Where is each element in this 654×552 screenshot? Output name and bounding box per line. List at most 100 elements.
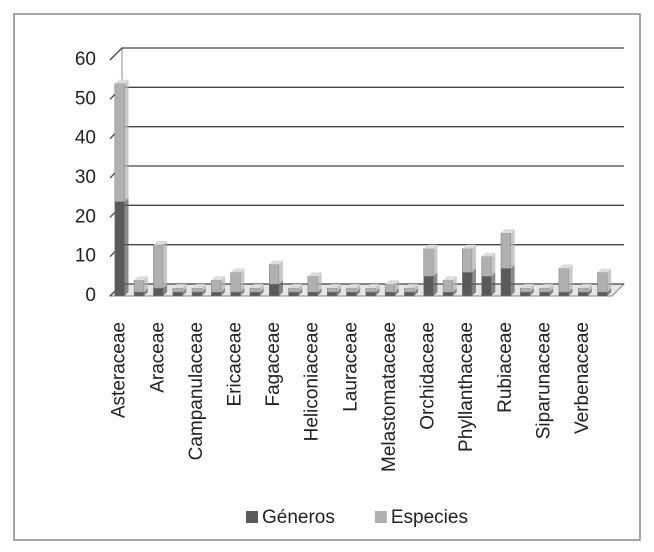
bar-front bbox=[211, 280, 222, 293]
bar-side bbox=[356, 288, 361, 296]
bar-front bbox=[133, 280, 145, 293]
bar-side bbox=[317, 272, 322, 293]
bar-top bbox=[346, 284, 361, 289]
x-tick-label: Heliconiaceae bbox=[302, 322, 323, 441]
bar-front bbox=[307, 291, 318, 297]
bar-front bbox=[442, 291, 453, 297]
grid-line bbox=[109, 47, 624, 61]
legend-label: Especies bbox=[391, 507, 468, 528]
bar-front bbox=[520, 287, 531, 293]
bar-side bbox=[414, 284, 419, 293]
bar-front bbox=[114, 83, 125, 202]
bar-top bbox=[327, 284, 341, 289]
y-tick-label: 10 bbox=[75, 246, 96, 267]
bar-front bbox=[153, 244, 164, 289]
bar bbox=[153, 240, 168, 289]
bar-side bbox=[568, 288, 573, 296]
bar-side bbox=[259, 284, 264, 293]
bar-side bbox=[529, 288, 534, 296]
bar-side bbox=[472, 268, 477, 296]
bar bbox=[462, 244, 477, 273]
bar-side bbox=[549, 284, 554, 293]
bar-top bbox=[385, 280, 399, 285]
y-tick-label: 50 bbox=[75, 88, 96, 109]
grid-line bbox=[109, 204, 624, 218]
bar bbox=[307, 272, 322, 293]
bar-side bbox=[201, 288, 206, 296]
bar-front bbox=[539, 291, 550, 297]
bar-side bbox=[124, 79, 129, 202]
bar-top bbox=[192, 284, 206, 289]
bar-front bbox=[288, 291, 299, 297]
grid-line bbox=[109, 244, 624, 258]
bar bbox=[520, 284, 534, 293]
bar-side bbox=[394, 280, 399, 293]
bar-top bbox=[269, 260, 283, 265]
bar-top bbox=[597, 268, 612, 273]
bar-side bbox=[259, 288, 264, 296]
bar-top bbox=[134, 276, 148, 281]
bar-side bbox=[529, 284, 534, 293]
bar bbox=[269, 260, 283, 285]
bar bbox=[500, 229, 515, 269]
bar bbox=[133, 276, 148, 293]
grid-line bbox=[109, 86, 624, 100]
bar-front bbox=[307, 276, 318, 293]
bar bbox=[346, 284, 361, 293]
bar-side bbox=[298, 288, 303, 296]
bar bbox=[288, 284, 303, 293]
bar-side bbox=[182, 288, 187, 296]
bar-side bbox=[356, 284, 361, 293]
bar-front bbox=[269, 283, 280, 297]
bar-side bbox=[182, 284, 187, 293]
bar-side bbox=[278, 280, 283, 296]
bar-side bbox=[201, 284, 206, 293]
bar-top bbox=[307, 272, 322, 277]
bar-side bbox=[240, 288, 245, 296]
bar-front bbox=[404, 291, 415, 297]
bar-side bbox=[472, 244, 477, 273]
bar-front bbox=[500, 268, 511, 297]
bar-front bbox=[191, 287, 202, 293]
bar-top bbox=[230, 268, 245, 273]
bar-front bbox=[230, 272, 241, 293]
y-tick-label: 0 bbox=[85, 285, 96, 306]
bar-side bbox=[375, 288, 380, 296]
bar-front bbox=[133, 291, 145, 297]
bar-top bbox=[423, 244, 438, 249]
bar-side bbox=[336, 284, 341, 293]
bar-side bbox=[491, 272, 496, 296]
bar-front bbox=[404, 287, 415, 293]
bar-top bbox=[500, 229, 515, 234]
bar-top bbox=[249, 284, 264, 289]
grid-line bbox=[109, 165, 624, 179]
bar-top bbox=[520, 284, 534, 289]
bar-front bbox=[577, 287, 589, 293]
bar-side bbox=[317, 288, 322, 296]
bar-front bbox=[481, 276, 492, 297]
bar-side bbox=[607, 268, 612, 293]
x-tick-label: Lauraceae bbox=[340, 322, 361, 412]
bar bbox=[404, 284, 419, 293]
bar-front bbox=[153, 287, 164, 297]
bar-top bbox=[539, 284, 554, 289]
y-tick-label: 40 bbox=[75, 128, 96, 149]
bar-side bbox=[587, 288, 592, 296]
bar-top bbox=[211, 276, 226, 281]
bar-side bbox=[336, 288, 341, 296]
bar-front bbox=[423, 248, 434, 277]
bar-side bbox=[124, 197, 129, 296]
grid-line bbox=[109, 126, 624, 140]
bar bbox=[500, 264, 515, 297]
x-tick-label: Rubiaceae bbox=[495, 322, 516, 413]
bar-side bbox=[452, 288, 457, 296]
bar bbox=[442, 276, 457, 293]
bar bbox=[172, 284, 187, 293]
bar-top bbox=[404, 284, 419, 289]
bar-side bbox=[143, 276, 148, 293]
bar-front bbox=[211, 291, 222, 297]
bar bbox=[597, 268, 612, 293]
bar-front bbox=[269, 264, 280, 285]
x-tick-label: Ericaceae bbox=[225, 322, 246, 407]
